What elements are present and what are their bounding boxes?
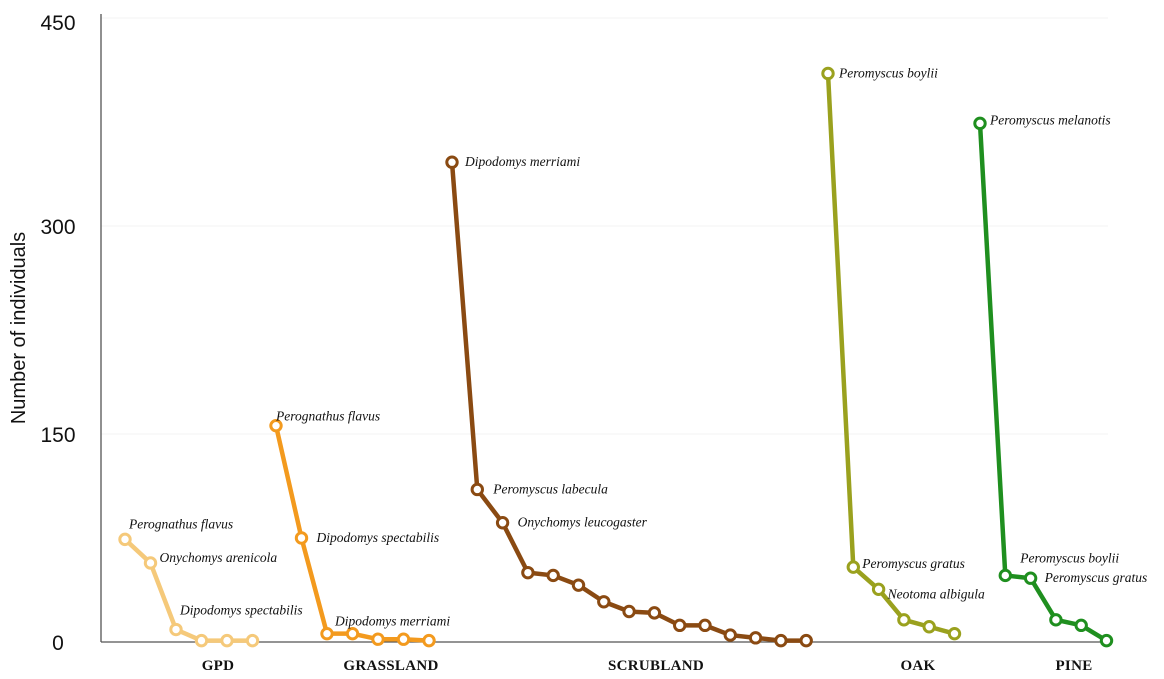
y-axis-label: Number of individuals (8, 232, 30, 424)
data-point (622, 604, 636, 619)
category-label: GPD (202, 658, 235, 674)
data-point (947, 626, 962, 641)
y-tick-label: 300 (40, 216, 75, 239)
species-label: Peromyscus labecula (492, 481, 608, 496)
series-line (825, 71, 957, 636)
data-point (245, 633, 260, 648)
data-point (470, 482, 484, 497)
species-label: Perognathus flavus (275, 409, 380, 424)
series-line (449, 159, 809, 643)
species-label: Peromyscus gratus (1044, 570, 1148, 585)
y-tick-labels: 0 150 300 450 (40, 12, 75, 655)
data-point (169, 622, 183, 637)
data-point (521, 565, 535, 580)
data-point (698, 618, 712, 633)
data-point (445, 155, 459, 169)
species-label: Perognathus flavus (128, 516, 233, 531)
series-scrubland: Dipodomys merriami Peromyscus labecula Ony… (445, 154, 813, 648)
data-point (118, 532, 132, 547)
data-point (422, 633, 436, 648)
species-label: Peromyscus gratus (861, 556, 965, 571)
data-point (897, 613, 911, 627)
series-oak: Peromyscus boylii Peromyscus gratus Neotom… (821, 65, 985, 641)
data-point (1023, 571, 1038, 585)
data-point (723, 628, 737, 642)
species-label: Dipodomys merriami (334, 614, 450, 629)
species-label: Onychomys leucogaster (518, 515, 648, 530)
data-point (294, 531, 309, 545)
data-point (143, 556, 158, 570)
category-label: PINE (1055, 658, 1092, 674)
data-point (821, 66, 835, 81)
data-point (748, 631, 763, 645)
species-label: Onychomys arenicola (160, 550, 278, 565)
data-point (1099, 633, 1114, 648)
data-point (597, 595, 611, 609)
data-point (1074, 618, 1088, 633)
data-point (846, 560, 860, 574)
data-point (871, 582, 886, 597)
species-label: Peromyscus boylii (838, 65, 938, 80)
data-point (269, 418, 283, 433)
data-point (799, 633, 813, 648)
species-label: Peromyscus melanotis (989, 112, 1111, 127)
category-labels: GPD GRASSLAND SCRUBLAND OAK PINE (202, 658, 1093, 674)
data-point (220, 633, 234, 648)
data-point (396, 632, 411, 646)
y-tick-label: 150 (40, 424, 75, 447)
data-point (571, 578, 586, 592)
series-gpd: Perognathus flavus Onychomys arenicola Dip… (118, 516, 303, 648)
category-label: SCRUBLAND (608, 658, 704, 674)
gridlines (101, 17, 1108, 435)
data-point (546, 568, 560, 583)
data-point (673, 618, 687, 633)
data-point (998, 568, 1012, 583)
y-tick-label: 450 (40, 12, 75, 35)
species-label: Dipodomys spectabilis (316, 530, 440, 545)
species-label: Peromyscus boylii (1019, 550, 1119, 565)
data-point (495, 516, 510, 530)
species-label: Neotoma albigula (887, 586, 985, 601)
data-point (320, 626, 334, 641)
data-point (973, 116, 987, 131)
data-point (194, 633, 209, 648)
species-label: Dipodomys merriami (464, 154, 580, 169)
category-label: OAK (900, 658, 935, 674)
y-tick-label: 0 (52, 632, 64, 655)
series-grassland: Perognathus flavus Dipodomys spectabilis D… (269, 409, 450, 648)
series-pine: Peromyscus melanotis Peromyscus boylii Per… (973, 112, 1148, 648)
data-point (647, 606, 662, 620)
data-point (774, 633, 788, 648)
data-point (345, 626, 360, 641)
category-label: GRASSLAND (343, 658, 438, 674)
data-point (1049, 613, 1063, 627)
series-lines: Perognathus flavus Onychomys arenicola Dip… (118, 65, 1148, 648)
species-label: Dipodomys spectabilis (179, 603, 303, 618)
data-point (922, 620, 936, 634)
data-point (371, 632, 385, 646)
